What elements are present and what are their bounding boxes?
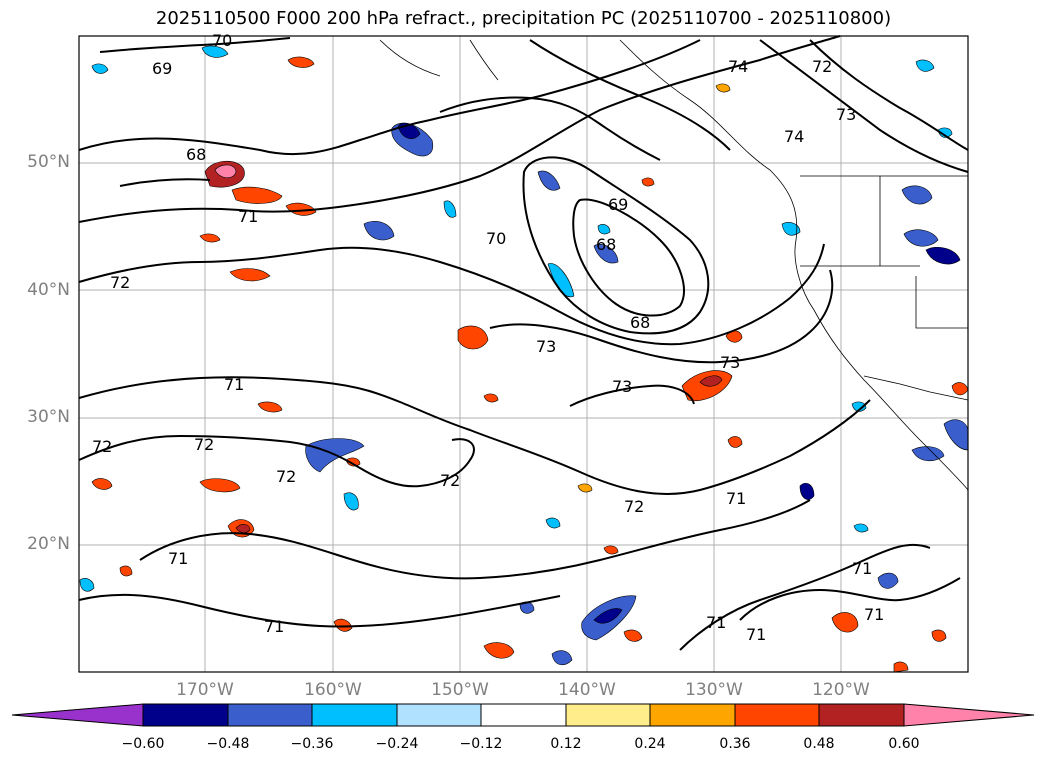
contour-label: 71 <box>726 489 746 508</box>
colorbar-segment <box>11 703 144 727</box>
graticule <box>79 36 968 672</box>
colorbar-tick-label: −0.48 <box>206 736 250 752</box>
contour-label: 74 <box>784 127 804 146</box>
contour-label: 73 <box>612 377 632 396</box>
colorbar-segment <box>818 703 905 727</box>
contour-label: 72 <box>92 437 112 456</box>
refractivity-contours <box>78 35 969 651</box>
contour-label: 71 <box>238 207 258 226</box>
colorbar-segment <box>396 703 482 727</box>
colorbar-tick-label: 0.24 <box>634 736 666 752</box>
contour-label: 68 <box>186 145 206 164</box>
colorbar-tick-label: 0.36 <box>719 736 751 752</box>
contour-label: 68 <box>630 313 650 332</box>
contour-label: 71 <box>706 613 726 632</box>
colorbar-segment <box>649 703 736 727</box>
contour-label: 71 <box>168 549 188 568</box>
contour-label: 72 <box>624 497 644 516</box>
colorbar-segment <box>734 703 820 727</box>
lon-label: 150°W <box>431 680 489 700</box>
colorbar-tick-label: −0.60 <box>121 736 165 752</box>
lon-label: 130°W <box>685 680 743 700</box>
contour-label: 74 <box>728 57 748 76</box>
lon-label: 140°W <box>558 680 616 700</box>
colorbar-tick-label: −0.12 <box>459 736 503 752</box>
contour-label: 71 <box>852 559 872 578</box>
contour-labels: 70 69 68 71 72 72 72 72 71 71 71 69 68 7… <box>92 31 884 644</box>
colorbar-segment <box>142 703 229 727</box>
map-frame <box>78 35 969 673</box>
precip-negative-areas <box>79 45 969 666</box>
colorbar-tick-label: 0.12 <box>550 736 582 752</box>
colorbar-segment <box>480 703 567 727</box>
lat-label: 20°N <box>27 534 70 554</box>
colorbar-tick-label: −0.24 <box>375 736 419 752</box>
contour-label: 69 <box>608 195 628 214</box>
contour-label: 72 <box>110 273 130 292</box>
contour-label: 71 <box>746 625 766 644</box>
contour-label: 73 <box>536 337 556 356</box>
colorbar-segment <box>311 703 398 727</box>
colorbar-segment <box>227 703 313 727</box>
lat-label: 30°N <box>27 407 70 427</box>
lon-label: 170°W <box>176 680 234 700</box>
contour-label: 68 <box>596 235 616 254</box>
lat-label: 50°N <box>27 152 70 172</box>
contour-label: 70 <box>212 31 232 50</box>
map-title: 2025110500 F000 200 hPa refract., precip… <box>155 8 892 29</box>
contour-label: 72 <box>812 57 832 76</box>
contour-label: 70 <box>486 229 506 248</box>
coastlines <box>379 39 969 491</box>
contour-label: 72 <box>276 467 296 486</box>
contour-label: 71 <box>264 617 284 636</box>
colorbar-segment <box>565 703 651 727</box>
colorbar-tick-label: 0.60 <box>888 736 920 752</box>
colorbar-tick-label: 0.48 <box>803 736 835 752</box>
contour-label: 69 <box>152 59 172 78</box>
contour-label: 71 <box>224 375 244 394</box>
precip-positive-areas <box>91 56 969 673</box>
lon-label: 160°W <box>304 680 362 700</box>
lat-label: 40°N <box>27 280 70 300</box>
colorbar-tick-label: −0.36 <box>290 736 334 752</box>
colorbar <box>11 703 1035 727</box>
contour-label: 72 <box>440 471 460 490</box>
contour-label: 73 <box>836 105 856 124</box>
contour-label: 72 <box>194 435 214 454</box>
colorbar-segment <box>903 703 1035 727</box>
contour-label: 73 <box>720 353 740 372</box>
contour-label: 71 <box>864 605 884 624</box>
lon-label: 120°W <box>812 680 870 700</box>
